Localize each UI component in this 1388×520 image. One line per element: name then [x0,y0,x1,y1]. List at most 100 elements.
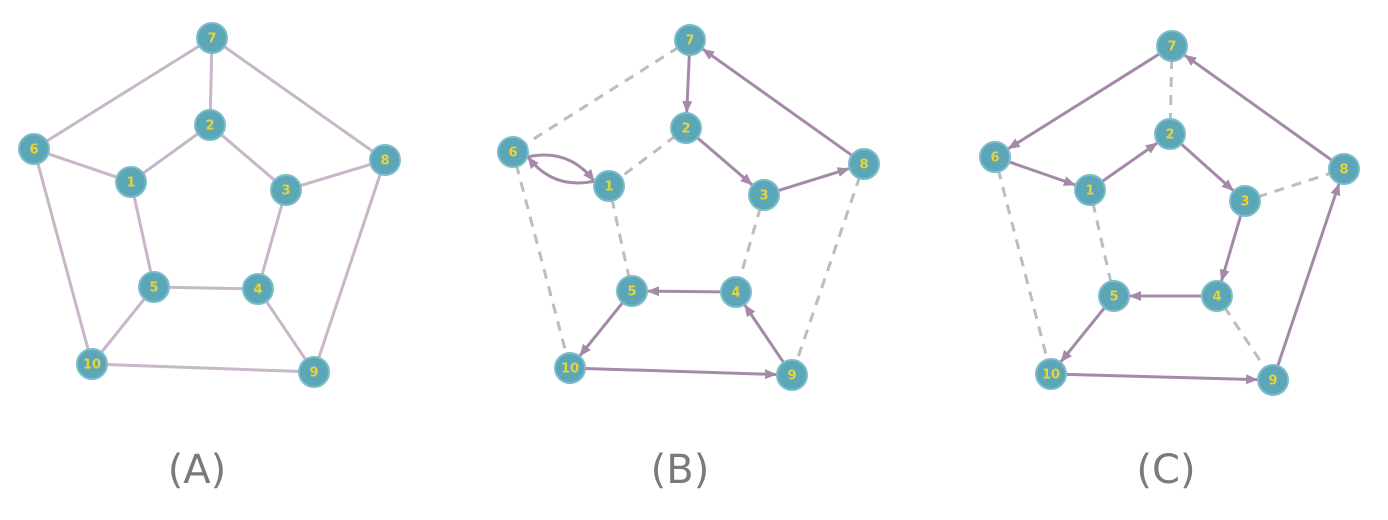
node-label: 2 [1165,128,1174,143]
panel-a-node-7: 7 [196,22,228,54]
panel-b-edge-10-9 [583,366,778,380]
nodes-layer: 7 2 6 1 3 8 5 4 10 9 7 2 6 1 3 8 5 4 10 9 7 2 6 1 3 8 5 4 10 9 [18,22,1360,396]
node-label: 3 [281,184,290,199]
panel-a-node-4: 4 [242,273,274,305]
panel-c-node-6: 6 [979,141,1011,173]
panel-b-node-3: 3 [748,179,780,211]
node-label: 3 [1240,195,1249,210]
panel-b-node-2: 2 [670,112,702,144]
node-label: 2 [205,119,214,134]
panel-b-node-4: 4 [720,276,752,308]
panel-c-edge-3-4 [1219,213,1243,283]
node-circle [1035,358,1067,390]
node-circle [1328,153,1360,185]
panel-a-node-10: 10 [76,348,108,380]
node-circle [848,148,880,180]
node-label: 1 [1085,184,1094,199]
panel-c-node-2: 2 [1154,118,1186,150]
panel-b-caption: (B) [651,447,710,493]
node-circle [18,133,50,165]
panel-b-edge-2-1 [618,134,677,180]
panel-a-edge-8-9 [316,170,383,362]
panel-a-edge-2-3 [218,131,278,184]
node-label: 7 [207,32,216,47]
panel-a-edge-7-8 [221,43,376,155]
panel-c-edge-8-7 [1183,53,1334,162]
panel-b-edge-6-10 [514,164,569,356]
panel-c-edge-5-10 [1059,306,1107,364]
node-label: 10 [1042,368,1060,383]
node-label: 9 [1268,374,1277,389]
node-label: 10 [83,358,101,373]
panel-c-edge-10-9 [1064,372,1259,385]
node-circle [748,179,780,211]
node-label: 8 [859,158,868,173]
panel-b-edge-2-3 [695,136,754,187]
panel-c-node-5: 5 [1098,280,1130,312]
node-circle [1257,364,1289,396]
captions-layer: (A) (B) (C) [168,447,1196,493]
node-circle [242,273,274,305]
panel-c-node-8: 8 [1328,153,1360,185]
node-circle [138,271,170,303]
panel-a-edge-3-4 [260,201,284,278]
panel-b-edge-1-5 [610,198,631,279]
node-circle [76,348,108,380]
panel-b-edge-1-6 [526,155,597,185]
node-label: 7 [1167,40,1176,55]
node-circle [554,352,586,384]
panel-a-edge-2-1 [140,131,201,176]
node-label: 9 [309,366,318,381]
panel-c-edge-9-8 [1276,182,1341,368]
node-label: 9 [787,369,796,384]
panel-b-node-5: 5 [616,275,648,307]
panel-a-edge-5-4 [165,285,247,291]
panel-a-node-2: 2 [194,109,226,141]
node-circle [298,356,330,388]
node-label: 10 [561,362,579,377]
panel-b-edge-7-2 [682,53,693,114]
node-circle [1154,118,1186,150]
node-label: 2 [681,122,690,137]
panel-b-edge-6-1 [525,153,596,183]
panel-b-edge-5-10 [578,301,625,358]
panel-c-edge-1-2 [1100,141,1159,183]
panel-a-edge-3-8 [296,162,375,188]
node-label: 6 [508,146,517,161]
panel-b-edge-8-7 [701,47,854,157]
node-circle [1074,174,1106,206]
panel-c-edge-3-8 [1256,171,1333,199]
panel-c-edge-4-9 [1222,305,1268,371]
node-label: 3 [759,189,768,204]
node-circle [270,174,302,206]
panel-c-node-3: 3 [1229,185,1261,217]
node-circle [497,136,529,168]
node-label: 5 [627,285,636,300]
panel-c-edge-7-2 [1168,58,1174,122]
panel-c-node-1: 1 [1074,174,1106,206]
node-circle [670,112,702,144]
panel-b-edge-9-4 [743,303,786,365]
panel-b-node-1: 1 [593,170,625,202]
panel-c-edge-1-5 [1091,202,1113,284]
node-label: 1 [126,176,135,191]
node-circle [115,166,147,198]
node-circle [616,275,648,307]
panel-a-node-5: 5 [138,271,170,303]
panel-c-caption: (C) [1136,447,1195,493]
node-label: 6 [990,151,999,166]
panel-b-node-7: 7 [674,24,706,56]
node-label: 7 [685,34,694,49]
panel-b-edge-3-4 [738,207,762,280]
panel-b-node-8: 8 [848,148,880,180]
panel-c-node-7: 7 [1156,30,1188,62]
edges-layer [35,43,1341,385]
node-label: 5 [149,281,158,296]
panel-c-node-4: 4 [1201,280,1233,312]
panel-a-node-8: 8 [369,144,401,176]
node-circle [369,144,401,176]
panel-a-edge-7-6 [43,43,203,144]
panel-a-edge-4-9 [263,298,309,363]
